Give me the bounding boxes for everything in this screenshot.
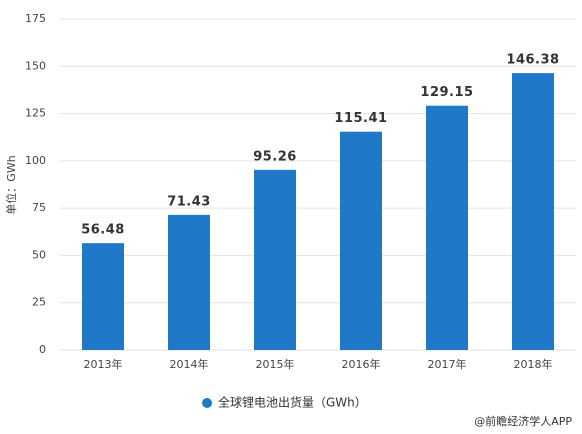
value-label: 129.15 bbox=[420, 85, 473, 100]
bar bbox=[82, 243, 124, 350]
y-tick-label: 175 bbox=[25, 12, 46, 25]
value-label: 71.43 bbox=[167, 194, 211, 209]
y-tick-label: 25 bbox=[32, 296, 46, 309]
value-label: 56.48 bbox=[81, 223, 125, 238]
y-tick-label: 125 bbox=[25, 107, 46, 120]
value-label: 146.38 bbox=[506, 53, 559, 68]
y-tick-label: 75 bbox=[32, 201, 46, 214]
x-tick-label: 2013年 bbox=[84, 357, 123, 371]
bar bbox=[340, 131, 382, 350]
value-label: 95.26 bbox=[253, 149, 297, 164]
y-axis-label: 单位：GWh bbox=[4, 155, 18, 214]
value-label: 115.41 bbox=[334, 111, 387, 126]
y-tick-label: 50 bbox=[32, 248, 46, 261]
y-tick-label: 100 bbox=[25, 154, 46, 167]
bar bbox=[254, 169, 296, 350]
legend-marker bbox=[202, 398, 212, 408]
bar bbox=[426, 105, 468, 350]
x-tick-label: 2014年 bbox=[170, 357, 209, 371]
x-tick-label: 2015年 bbox=[256, 357, 295, 371]
x-tick-label: 2018年 bbox=[514, 357, 553, 371]
x-tick-label: 2017年 bbox=[428, 357, 467, 371]
bar bbox=[512, 73, 554, 350]
y-tick-label: 150 bbox=[25, 59, 46, 72]
source: @前瞻经济学人APP bbox=[474, 414, 572, 428]
legend-label: 全球锂电池出货量（GWh） bbox=[218, 395, 367, 410]
bar bbox=[168, 214, 210, 350]
x-tick-label: 2016年 bbox=[342, 357, 381, 371]
y-tick-label: 0 bbox=[39, 343, 46, 356]
